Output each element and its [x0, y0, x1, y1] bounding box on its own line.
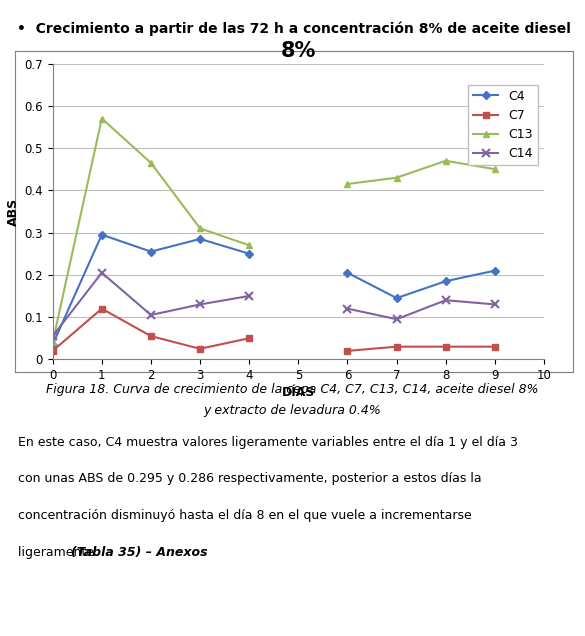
Text: concentración disminuyó hasta el día 8 en el que vuele a incrementarse: concentración disminuyó hasta el día 8 e…	[18, 509, 472, 522]
C14	[197, 301, 204, 308]
C4	[98, 231, 105, 238]
C13	[49, 338, 56, 346]
C7	[197, 345, 204, 352]
Line: C14: C14	[49, 269, 499, 340]
C13	[393, 174, 400, 181]
C7	[147, 332, 154, 340]
C4	[147, 248, 154, 256]
C14	[98, 269, 105, 277]
C4	[442, 277, 449, 285]
Line: C13: C13	[49, 115, 498, 346]
C7	[491, 343, 498, 350]
Title: 8%: 8%	[281, 41, 316, 60]
Text: En este caso, C4 muestra valores ligeramente variables entre el día 1 y el día 3: En este caso, C4 muestra valores ligeram…	[18, 436, 517, 448]
Text: ligeramente.: ligeramente.	[18, 546, 102, 559]
C13	[197, 225, 204, 232]
Line: C7: C7	[50, 305, 498, 354]
C7	[98, 305, 105, 312]
C4	[491, 267, 498, 275]
X-axis label: DÍAS: DÍAS	[281, 386, 315, 399]
C7	[49, 347, 56, 355]
C7	[393, 343, 400, 350]
C14	[393, 315, 400, 323]
C4	[246, 250, 253, 258]
C14	[344, 305, 351, 312]
C7	[246, 335, 253, 342]
C4	[344, 269, 351, 277]
C13	[147, 159, 154, 167]
C13	[246, 242, 253, 249]
C4	[49, 341, 56, 349]
C13	[98, 114, 105, 122]
C13	[491, 165, 498, 173]
C14	[49, 332, 56, 340]
C14	[147, 311, 154, 319]
Legend: C4, C7, C13, C14: C4, C7, C13, C14	[469, 85, 538, 165]
C14	[491, 301, 498, 308]
Y-axis label: ABS: ABS	[7, 197, 20, 226]
Text: (Tabla 35) – Anexos: (Tabla 35) – Anexos	[71, 546, 208, 559]
Text: •  Crecimiento a partir de las 72 h a concentración 8% de aceite diesel: • Crecimiento a partir de las 72 h a con…	[18, 22, 571, 36]
Text: y extracto de levadura 0.4%: y extracto de levadura 0.4%	[204, 404, 381, 417]
Line: C4: C4	[50, 232, 498, 348]
C13	[442, 157, 449, 165]
C7	[442, 343, 449, 350]
C7	[344, 347, 351, 355]
C13	[344, 180, 351, 188]
Text: con unas ABS de 0.295 y 0.286 respectivamente, posterior a estos días la: con unas ABS de 0.295 y 0.286 respectiva…	[18, 473, 481, 485]
C14	[246, 292, 253, 300]
C4	[393, 294, 400, 302]
Text: Figura 18. ​Curva de crecimiento de la cepa C4, C7, C13, C14, aceite diesel 8%: Figura 18. ​Curva de crecimiento de la c…	[46, 383, 539, 396]
C14	[442, 296, 449, 304]
C4	[197, 235, 204, 243]
